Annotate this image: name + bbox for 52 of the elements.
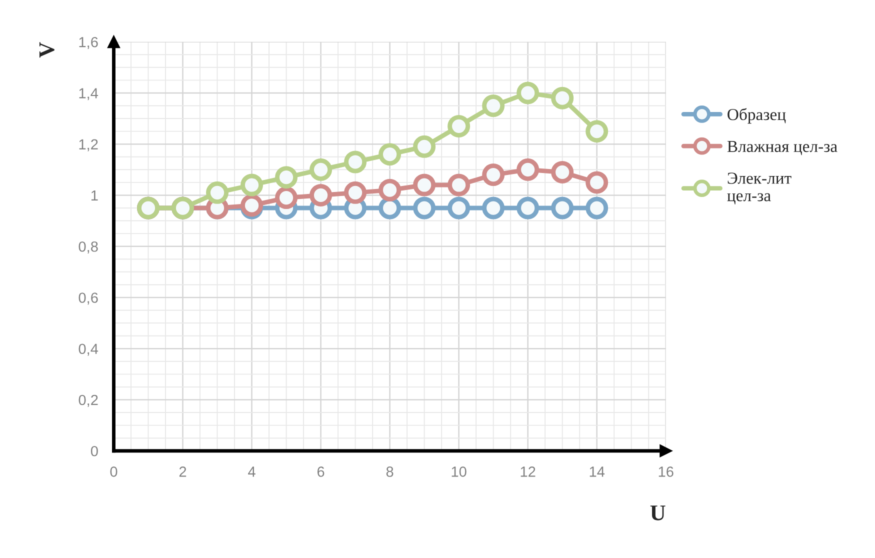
x-tick-label: 12 xyxy=(520,466,536,477)
x-tick-label: 4 xyxy=(248,466,256,477)
point xyxy=(344,150,367,174)
point xyxy=(482,196,505,220)
x-tick-label: 10 xyxy=(452,466,466,477)
x-tick-label: 2 xyxy=(179,466,186,477)
point xyxy=(482,94,505,118)
point xyxy=(413,174,436,196)
point xyxy=(516,158,540,181)
point xyxy=(586,120,608,143)
point xyxy=(516,82,540,104)
y-tick-label: 1,6 xyxy=(79,36,98,49)
point xyxy=(586,171,608,194)
point xyxy=(275,186,298,210)
legend-label: Влажная цел-за xyxy=(727,140,838,156)
y-tick-label: 0,8 xyxy=(78,241,98,254)
point xyxy=(413,196,436,220)
point xyxy=(240,174,264,196)
legend-label: Образец xyxy=(728,108,786,124)
point xyxy=(378,178,402,202)
legend-label: Элек-лит цел-за xyxy=(727,172,792,204)
point xyxy=(240,194,264,217)
x-axis-title: U xyxy=(650,506,666,520)
x-tick-label: 0 xyxy=(110,466,118,477)
point xyxy=(310,184,332,206)
point xyxy=(551,196,574,220)
y-tick-label: 0,2 xyxy=(78,394,98,407)
point xyxy=(310,158,332,181)
y-tick-label: 1,2 xyxy=(79,139,98,152)
point xyxy=(551,160,574,184)
y-tick-label: 0 xyxy=(90,446,98,456)
point xyxy=(378,143,402,166)
x-tick-label: 6 xyxy=(317,466,324,477)
point xyxy=(275,166,298,189)
x-tick-label: 14 xyxy=(590,466,605,477)
point xyxy=(448,174,470,196)
point xyxy=(448,196,470,220)
point xyxy=(206,181,229,204)
x-tick-label: 16 xyxy=(658,466,674,477)
point xyxy=(482,164,505,186)
point xyxy=(344,181,367,204)
point xyxy=(413,135,436,158)
x-tick-label: 8 xyxy=(386,466,394,477)
y-tick-label: 1 xyxy=(91,190,98,201)
point xyxy=(586,196,608,220)
point xyxy=(448,114,470,138)
point xyxy=(551,86,574,110)
y-axis-title: V xyxy=(39,42,54,58)
point xyxy=(516,196,540,220)
y-tick-label: 0,6 xyxy=(78,292,98,305)
y-tick-label: 1,4 xyxy=(79,88,98,100)
y-tick-label: 0,4 xyxy=(78,344,98,356)
